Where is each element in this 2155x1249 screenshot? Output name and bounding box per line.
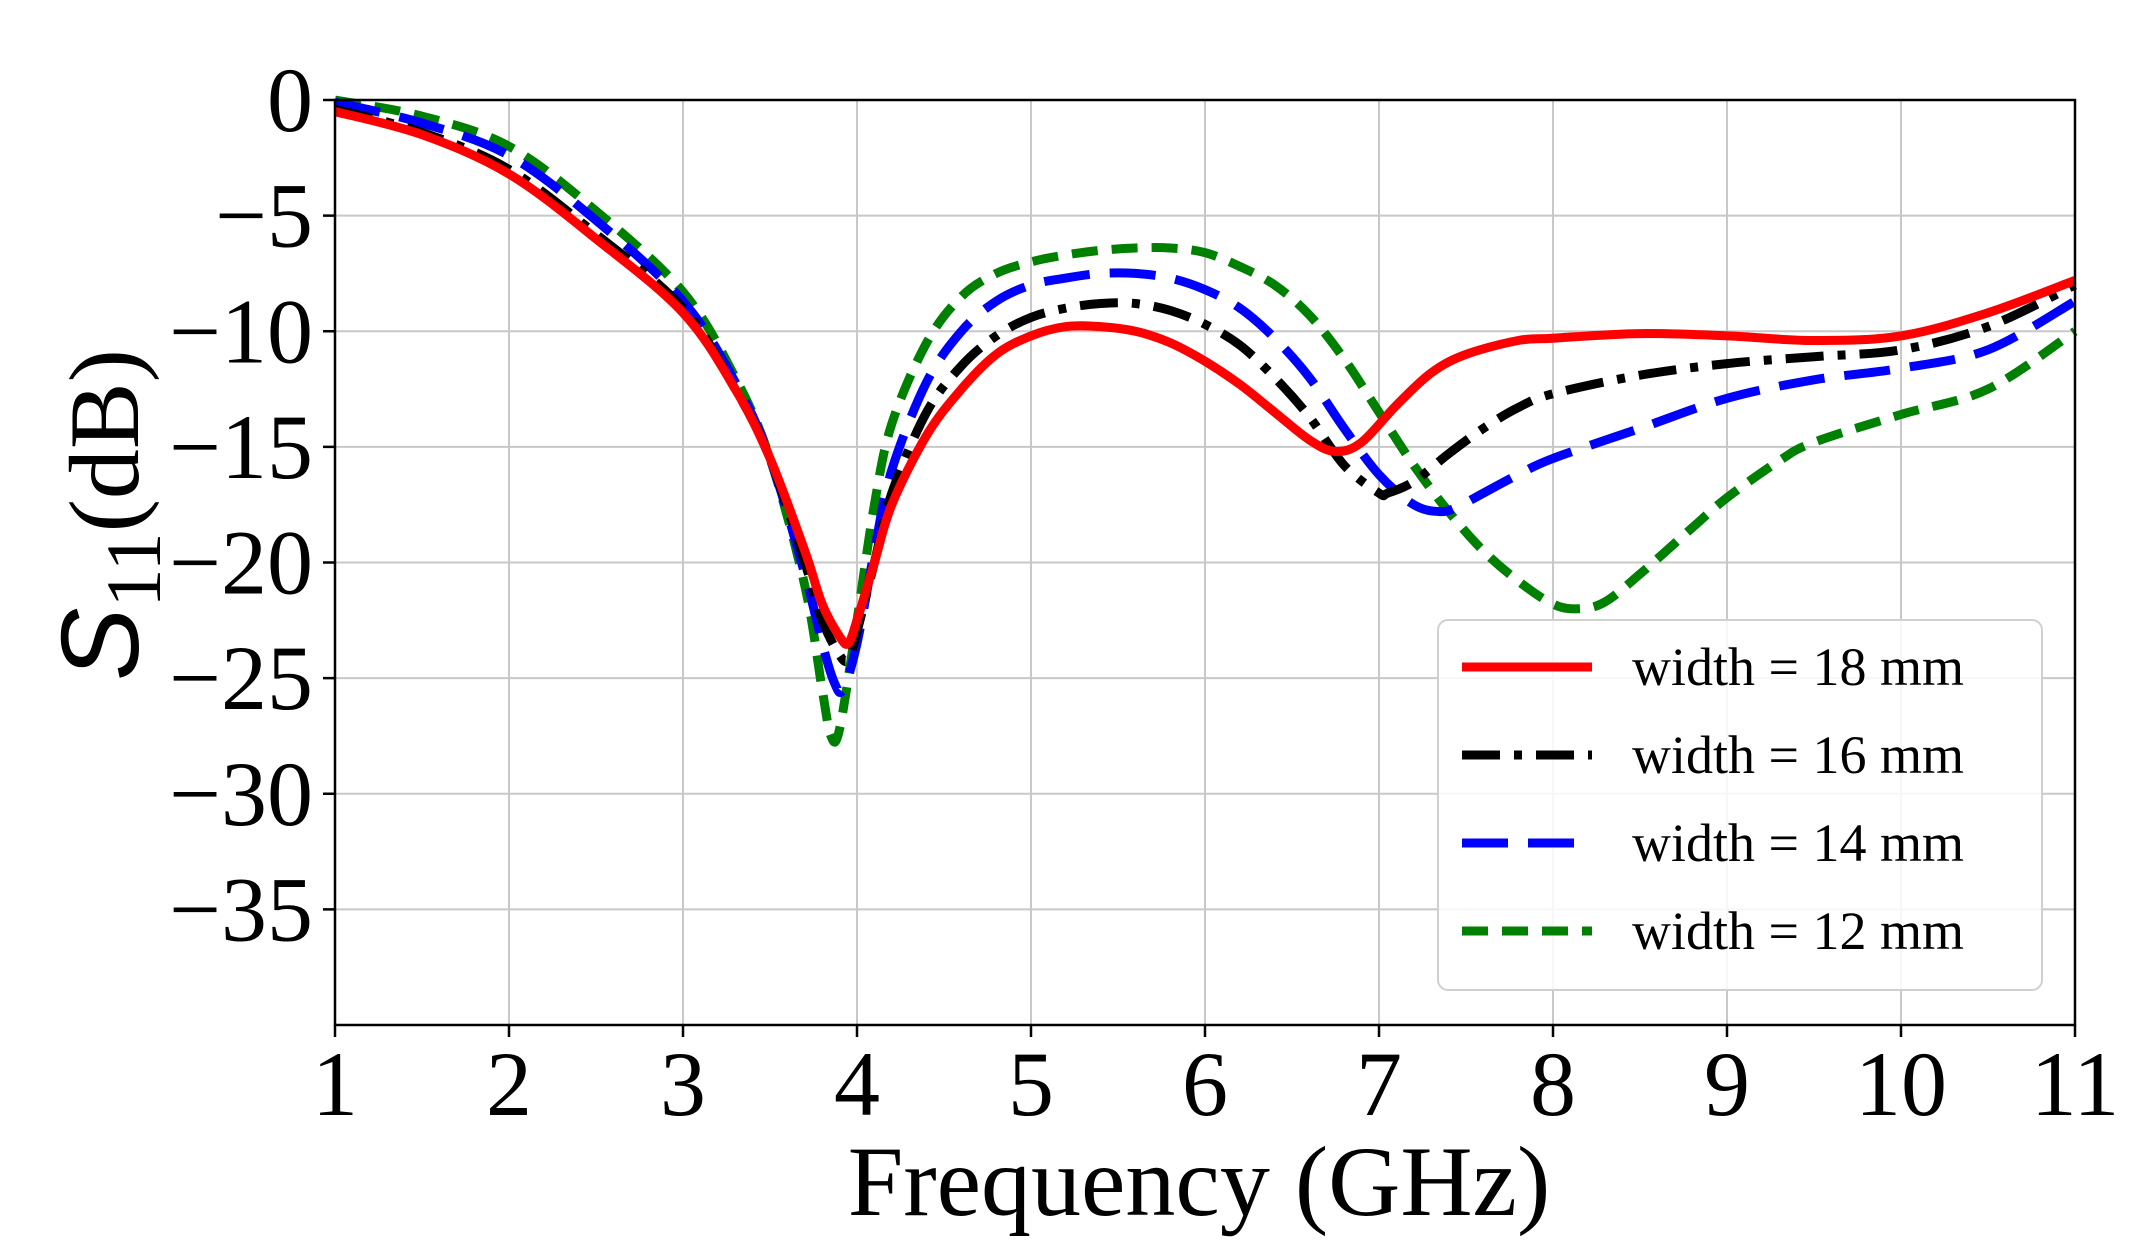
legend-label: width = 12 mm — [1632, 901, 1964, 961]
x-tick-label: 6 — [1182, 1033, 1228, 1135]
y-tick-label: −15 — [169, 396, 313, 498]
y-axis-label-sub: 11 — [90, 532, 177, 607]
legend: width = 18 mm width = 16 mm width = 14 mm w… — [1437, 619, 2043, 991]
x-tick-label: 9 — [1704, 1033, 1750, 1135]
y-axis-ticks: 0 −5 −10 −15 −20 −25 −30 −35 — [169, 49, 335, 960]
legend-label: width = 14 mm — [1632, 813, 1964, 873]
x-tick-label: 3 — [660, 1033, 706, 1135]
y-tick-label: 0 — [267, 49, 313, 151]
legend-label: width = 16 mm — [1632, 725, 1964, 785]
y-tick-label: −20 — [169, 512, 313, 614]
x-axis-ticks: 1 2 3 4 5 6 7 8 9 10 11 — [312, 1025, 2119, 1135]
y-tick-label: −25 — [169, 627, 313, 729]
y-axis-label: S11(dB) — [39, 349, 177, 681]
y-tick-label: −30 — [169, 743, 313, 845]
y-axis-label-unit: (dB) — [49, 349, 160, 532]
y-tick-label: −35 — [169, 858, 313, 960]
svg-text:S11(dB): S11(dB) — [39, 349, 177, 681]
x-tick-label: 1 — [312, 1033, 358, 1135]
x-tick-label: 2 — [486, 1033, 532, 1135]
series-line-18mm — [333, 107, 2077, 649]
x-tick-label: 10 — [1855, 1033, 1947, 1135]
x-tick-label: 4 — [834, 1033, 880, 1135]
x-tick-label: 11 — [2031, 1033, 2120, 1135]
y-tick-label: −5 — [215, 165, 313, 267]
y-tick-label: −10 — [169, 280, 313, 382]
x-axis-label: Frequency (GHz) — [848, 1126, 1551, 1237]
legend-box — [1437, 619, 2043, 991]
legend-label: width = 18 mm — [1632, 637, 1964, 697]
y-axis-label-main: S — [39, 608, 162, 681]
series-line-16mm — [333, 104, 2077, 667]
x-tick-label: 5 — [1008, 1033, 1054, 1135]
series-group — [333, 95, 2078, 747]
x-tick-label: 8 — [1530, 1033, 1576, 1135]
x-tick-label: 7 — [1356, 1033, 1402, 1135]
